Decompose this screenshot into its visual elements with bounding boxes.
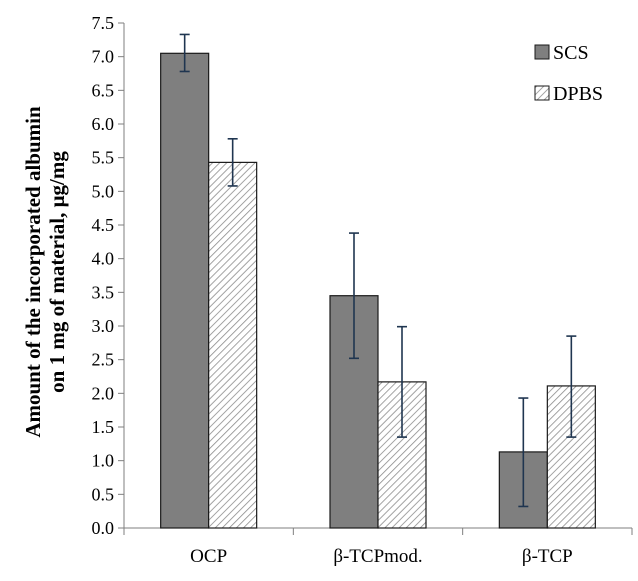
y-tick-label: 0.5 <box>92 484 115 504</box>
y-axis-title-line-2: on 1 mg of material, μg/mg <box>45 151 69 393</box>
y-tick-label: 3.5 <box>92 282 115 302</box>
bar-scs-0 <box>160 52 210 529</box>
y-tick-label: 6.5 <box>92 80 115 100</box>
y-tick-label: 2.5 <box>92 350 115 370</box>
y-tick-label: 4.0 <box>92 249 115 269</box>
bar-dpbs-0 <box>208 161 258 529</box>
y-tick-label: 2.0 <box>92 383 115 403</box>
y-tick-label: 5.0 <box>92 181 115 201</box>
y-tick-label: 1.5 <box>92 417 115 437</box>
legend: SCS DPBS <box>534 42 603 105</box>
x-tick-label: β-TCP <box>522 546 573 567</box>
y-tick-label: 6.0 <box>92 114 115 134</box>
y-tick-label: 1.0 <box>92 451 115 471</box>
plot-area: 0.0 0.5 1.0 1.5 2.0 2.5 3.0 3.5 4.0 4.5 5.0 5.5 6.0 6… <box>92 13 633 567</box>
y-tick-label: 5.5 <box>92 148 115 168</box>
legend-swatch-scs <box>534 44 550 60</box>
legend-swatch-dpbs <box>534 85 550 101</box>
y-tick-label: 7.5 <box>92 13 115 33</box>
y-tick-label: 7.0 <box>92 47 115 67</box>
y-tick-label: 0.0 <box>92 518 115 538</box>
y-tick-label: 4.5 <box>92 215 115 235</box>
y-axis-title: Amount of the incorporated albumin on 1 … <box>21 106 69 438</box>
x-tick-label: β-TCPmod. <box>333 546 422 567</box>
y-axis-title-line-1: Amount of the incorporated albumin <box>21 106 45 438</box>
legend-label-dpbs: DPBS <box>553 83 603 105</box>
y-tick-label: 3.0 <box>92 316 115 336</box>
x-tick-label: OCP <box>190 546 227 567</box>
legend-label-scs: SCS <box>553 42 589 64</box>
